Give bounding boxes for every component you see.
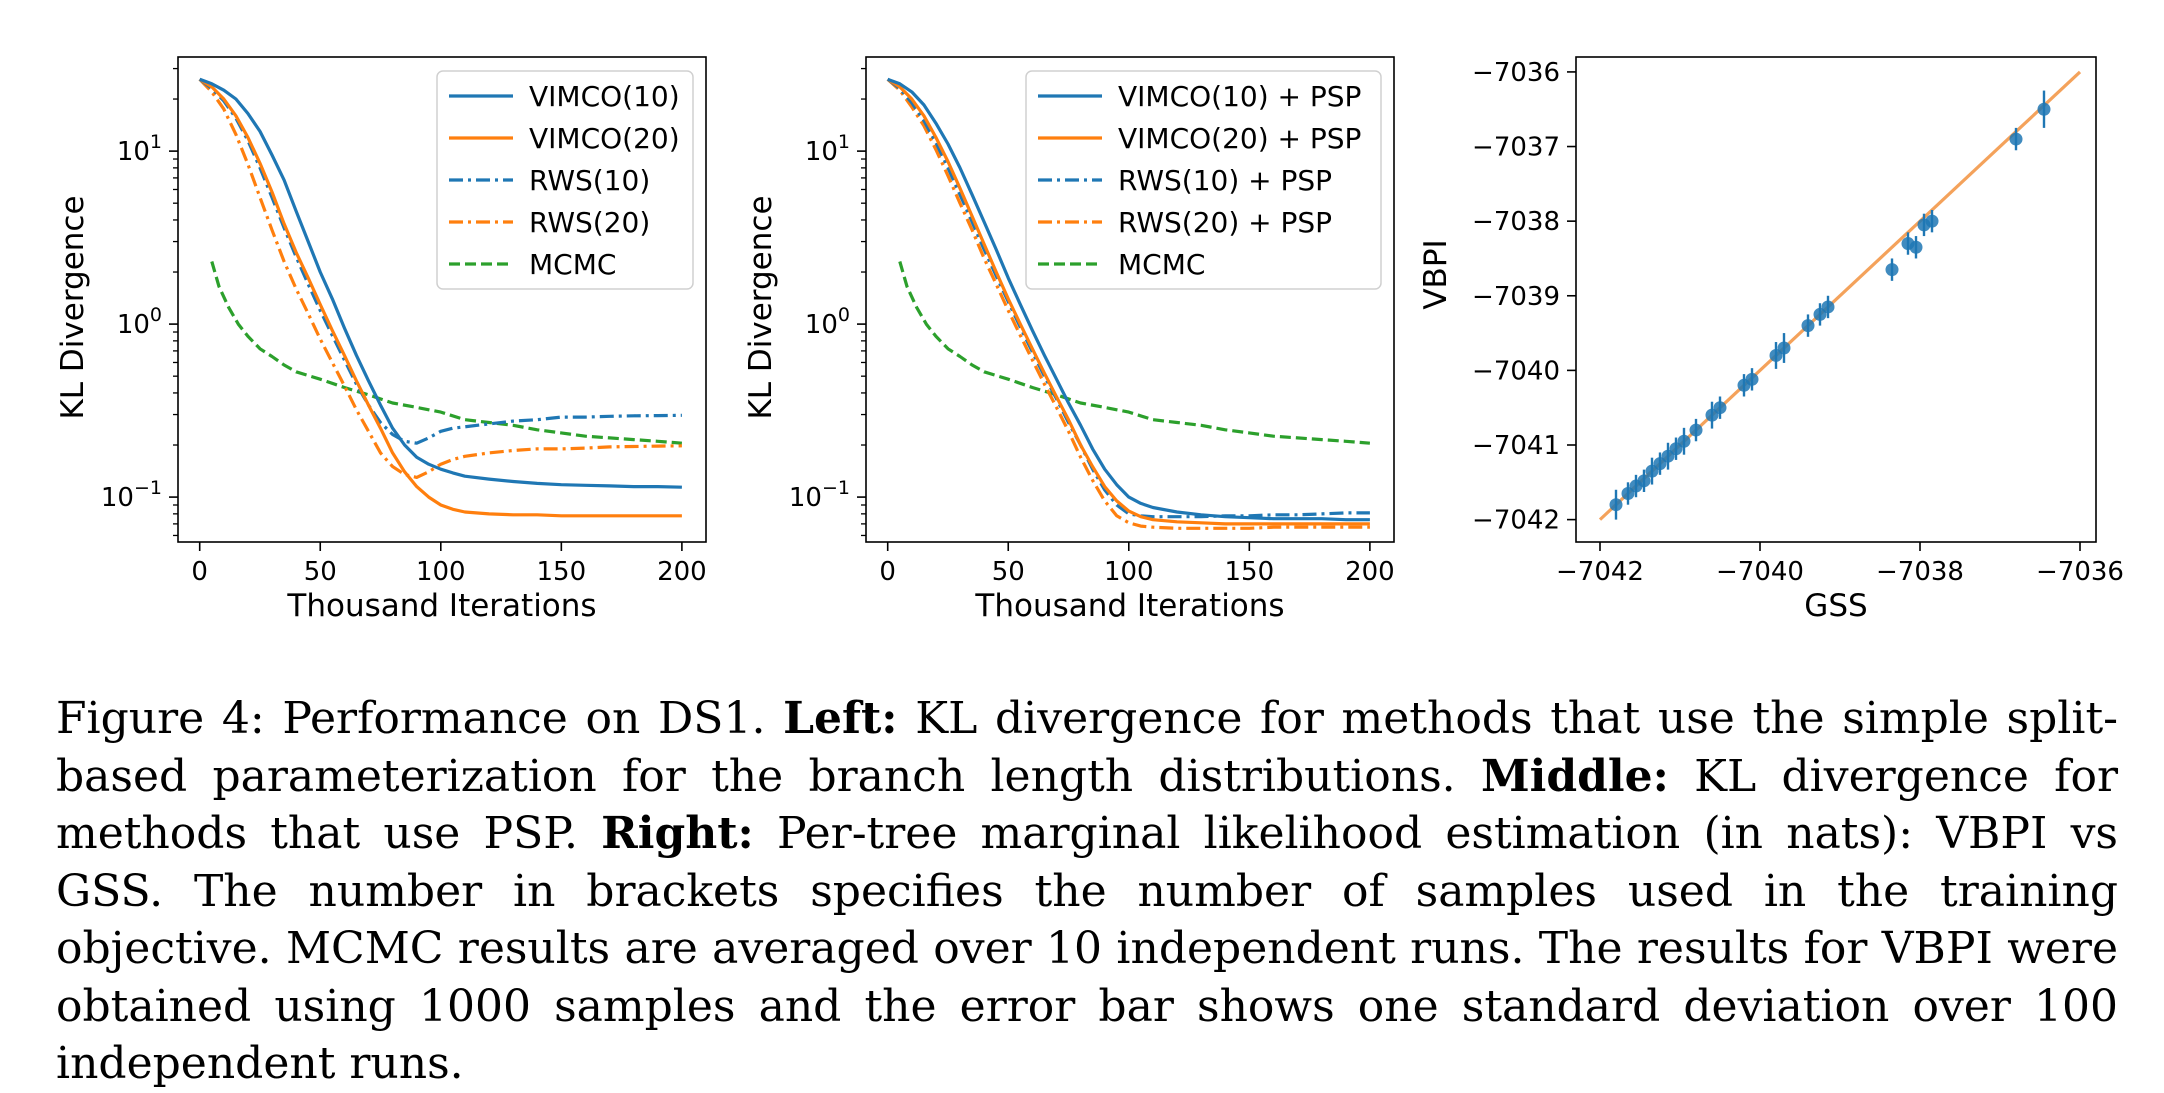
series-line-rws-10-psp bbox=[886, 78, 1370, 519]
data-point bbox=[1689, 423, 1703, 437]
y-tick-label: −7041 bbox=[1472, 431, 1560, 461]
x-tick-label: 200 bbox=[657, 557, 707, 587]
x-tick-label: 100 bbox=[416, 557, 466, 587]
x-tick-label: 50 bbox=[992, 557, 1025, 587]
y-tick-label: −7040 bbox=[1472, 356, 1560, 386]
legend: VIMCO(10) VIMCO(20) RWS(10) RWS(20) MCMC bbox=[436, 70, 694, 290]
y-axis-label: VBPI bbox=[1418, 239, 1454, 309]
legend-box bbox=[436, 70, 694, 290]
x-tick-label: −7040 bbox=[1716, 557, 1804, 587]
caption-middle-label: Middle: bbox=[1480, 750, 1669, 802]
legend-label: RWS(20) bbox=[529, 206, 650, 239]
caption-right-label: Right: bbox=[601, 808, 754, 859]
data-point bbox=[1777, 341, 1791, 355]
series-line-rws-10- bbox=[198, 78, 682, 445]
data-point bbox=[1885, 263, 1899, 277]
data-point bbox=[1801, 319, 1815, 333]
data-point bbox=[1925, 214, 1939, 228]
data-point bbox=[2037, 102, 2051, 116]
data-point bbox=[1713, 401, 1727, 415]
legend-label: VIMCO(10) + PSP bbox=[1118, 80, 1361, 113]
x-axis-label: GSS bbox=[1804, 588, 1867, 624]
x-tick-label: 100 bbox=[1104, 557, 1154, 587]
x-tick-label: −7042 bbox=[1556, 557, 1644, 587]
x-axis-label: Thousand Iterations bbox=[974, 588, 1284, 624]
caption-right-text: Per-tree marginal likelihood estimation … bbox=[56, 808, 2118, 1089]
y-tick-label: 100 bbox=[117, 304, 162, 340]
legend-label: VIMCO(10) bbox=[529, 80, 680, 113]
x-tick-label: −7038 bbox=[1876, 557, 1964, 587]
plot-frame bbox=[177, 56, 707, 543]
caption-left-text: KL divergence for methods that use the s… bbox=[56, 693, 2118, 802]
right-scatter-chart: −7042 −7041 −7040 −7039 −7038 −7037 −7036 −7042… bbox=[1418, 56, 2124, 624]
y-tick-label: 101 bbox=[117, 131, 162, 167]
y-tick-label: −7042 bbox=[1472, 506, 1560, 536]
legend-box bbox=[1025, 70, 1382, 290]
series-line-vimco-10-psp bbox=[887, 77, 1370, 522]
caption-left-label: Left: bbox=[783, 693, 898, 744]
y-axis-label: KL Divergence bbox=[743, 195, 779, 419]
caption-middle-text: KL divergence for methods that use PSP. bbox=[56, 750, 2118, 860]
legend-label: RWS(10) bbox=[529, 164, 650, 197]
series-line-vimco-20- bbox=[198, 77, 682, 518]
legend-label: MCMC bbox=[529, 248, 616, 281]
y-tick-label: −7039 bbox=[1472, 282, 1560, 312]
legend-label: RWS(10) + PSP bbox=[1118, 164, 1332, 197]
x-tick-label: −7036 bbox=[2036, 557, 2124, 587]
series-line-vimco-20-psp bbox=[886, 77, 1370, 526]
left-kl-chart: 10−1 100 101 0 50 100 150 200 Thousand Iteration… bbox=[55, 56, 707, 624]
x-axis-label: Thousand Iterations bbox=[286, 588, 596, 624]
series-line-rws-20-psp bbox=[886, 78, 1370, 530]
caption-figure-label: Figure 4: bbox=[56, 693, 265, 744]
middle-kl-chart: 10−1 100 101 0 50 100 150 200 Thousand Iteration… bbox=[743, 56, 1395, 624]
x-tick-label: 0 bbox=[191, 557, 208, 587]
legend-label: VIMCO(20) bbox=[529, 122, 680, 155]
legend: VIMCO(10) + PSP VIMCO(20) + PSP RWS(10) + … bbox=[1025, 70, 1382, 290]
series-line-vimco-10- bbox=[199, 77, 682, 489]
data-point bbox=[1909, 240, 1923, 254]
legend-label: MCMC bbox=[1118, 248, 1205, 281]
caption-intro: Performance on DS1. bbox=[264, 693, 784, 744]
data-point bbox=[1745, 372, 1759, 386]
x-tick-label: 150 bbox=[537, 557, 587, 587]
series-line-mcmc bbox=[210, 261, 683, 445]
y-tick-label: 100 bbox=[805, 304, 850, 340]
y-tick-label: −7038 bbox=[1472, 207, 1560, 237]
y-tick-label: −7037 bbox=[1472, 133, 1560, 163]
series-line-rws-20- bbox=[198, 78, 682, 479]
data-point bbox=[1609, 498, 1623, 512]
y-tick-label: 10−1 bbox=[101, 477, 162, 513]
y-tick-label: 10−1 bbox=[789, 477, 850, 513]
x-tick-label: 150 bbox=[1225, 557, 1275, 587]
y-tick-label: 101 bbox=[805, 131, 850, 167]
legend-label: VIMCO(20) + PSP bbox=[1118, 122, 1361, 155]
series-line-mcmc bbox=[898, 261, 1371, 445]
x-tick-label: 50 bbox=[304, 557, 337, 587]
data-point bbox=[2009, 132, 2023, 146]
x-tick-label: 200 bbox=[1345, 557, 1395, 587]
plot-frame bbox=[1575, 56, 2097, 543]
y-axis-label: KL Divergence bbox=[55, 195, 91, 419]
data-point bbox=[1821, 300, 1835, 314]
data-point bbox=[1637, 474, 1651, 488]
figure: 10−1 100 101 0 50 100 150 200 Thousand Iteration… bbox=[55, 56, 2124, 624]
plot-frame bbox=[865, 56, 1395, 543]
x-tick-label: 0 bbox=[879, 557, 896, 587]
y-tick-label: −7036 bbox=[1472, 58, 1560, 88]
figure-caption: Figure 4: Performance on DS1. Left: KL d… bbox=[56, 690, 2118, 1093]
data-point bbox=[1677, 434, 1691, 448]
legend-label: RWS(20) + PSP bbox=[1118, 206, 1332, 239]
